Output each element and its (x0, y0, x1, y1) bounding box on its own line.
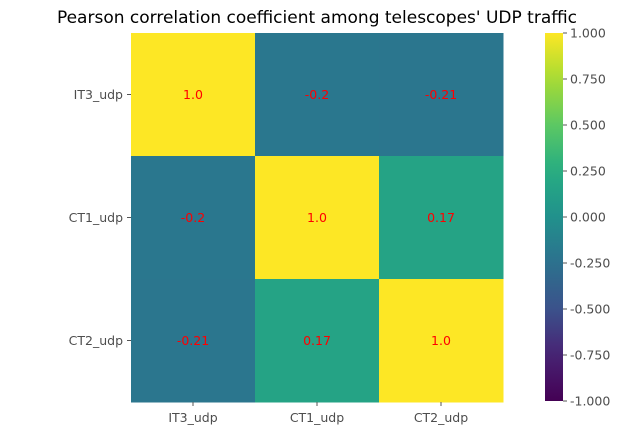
heatmap-cells (131, 33, 504, 403)
x-axis-ticks: IT3_udp CT1_udp CT2_udp (168, 402, 468, 425)
x-tick-label: IT3_udp (168, 410, 217, 425)
cell-value-label-1-2: 0.17 (427, 210, 455, 225)
colorbar-tick-label: -0.500 (570, 302, 610, 317)
heatmap-cell-0-1 (255, 33, 380, 157)
heatmap-cell-2-0 (131, 279, 256, 403)
colorbar-tick-label: -1.000 (570, 394, 610, 409)
colorbar-tick-label: 0.250 (570, 164, 606, 179)
cell-value-label-2-0: -0.21 (177, 333, 209, 348)
heatmap-cell-2-1 (255, 279, 380, 403)
cell-value-label-2-1: 0.17 (303, 333, 331, 348)
colorbar-tick-label: -0.750 (570, 348, 610, 363)
y-tick-label: CT1_udp (69, 210, 123, 225)
colorbar-tick-label: -0.250 (570, 256, 610, 271)
heatmap-cell-labels: 1.0 -0.2 -0.21 -0.2 1.0 0.17 -0.21 0.17 1.0 (177, 87, 457, 348)
y-axis-ticks: IT3_udp CT1_udp CT2_udp (69, 87, 131, 348)
colorbar-scale (545, 33, 563, 401)
heatmap-cell-1-0 (131, 156, 256, 280)
colorbar-tick-label: 0.000 (570, 210, 606, 225)
x-tick-label: CT2_udp (414, 410, 468, 425)
heatmap-cell-0-2 (379, 33, 504, 157)
heatmap-cell-2-2 (379, 279, 504, 403)
cell-value-label-0-1: -0.2 (305, 87, 329, 102)
cell-value-label-1-0: -0.2 (181, 210, 205, 225)
x-tick-label: CT1_udp (290, 410, 344, 425)
colorbar-tick-label: 1.000 (570, 26, 606, 41)
colorbar-tick-label: 0.750 (570, 72, 606, 87)
heatmap-cell-1-2 (379, 156, 504, 280)
cell-value-label-1-1: 1.0 (307, 210, 327, 225)
colorbar: 1.000 0.750 0.500 0.250 0.000 -0.250 -0.500 -0.… (545, 26, 610, 409)
heatmap-cell-0-0 (131, 33, 256, 157)
chart-title: Pearson correlation coefficient among te… (57, 8, 577, 28)
y-tick-label: CT2_udp (69, 333, 123, 348)
heatmap-cell-1-1 (255, 156, 380, 280)
cell-value-label-2-2: 1.0 (431, 333, 451, 348)
colorbar-tick-label: 0.500 (570, 118, 606, 133)
cell-value-label-0-2: -0.21 (425, 87, 457, 102)
cell-value-label-0-0: 1.0 (183, 87, 203, 102)
y-tick-label: IT3_udp (74, 87, 123, 102)
